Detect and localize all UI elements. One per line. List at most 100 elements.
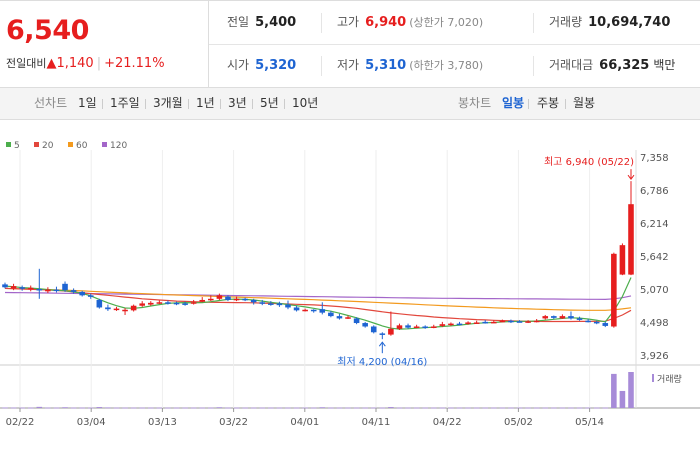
prev-close: 전일 5,400 xyxy=(227,1,296,44)
volume-bar xyxy=(491,407,497,409)
y-tick-label: 5,070 xyxy=(640,285,669,296)
y-tick-label: 3,926 xyxy=(640,351,669,362)
candle-body xyxy=(208,298,214,301)
x-tick-label: 03/13 xyxy=(148,417,177,428)
volume-bar xyxy=(268,407,274,409)
candle-body xyxy=(53,289,60,292)
candle-body xyxy=(87,295,94,297)
candle-weekly-button[interactable]: 주봉 xyxy=(537,96,560,110)
volume-bar xyxy=(508,407,514,409)
info-row-2: 시가 5,320 저가 5,310 (하한가 3,780) 거래대금 66,325 백만 xyxy=(209,44,700,87)
ma-line-ma120 xyxy=(4,291,632,301)
candle-body xyxy=(156,302,163,304)
low-arrow-head xyxy=(378,341,386,347)
candle-chart-label: 봉차트 xyxy=(458,96,492,110)
volume-bars: 거래량 xyxy=(2,372,682,409)
volume-bar xyxy=(439,407,446,409)
candle-body xyxy=(96,299,103,308)
y-tick-label: 6,214 xyxy=(640,219,669,230)
candle-body xyxy=(473,322,480,324)
volume-bar xyxy=(79,407,85,409)
candle-body xyxy=(45,289,51,292)
candle-body xyxy=(585,320,591,323)
candle-body xyxy=(319,309,326,313)
volume-bar xyxy=(36,406,43,408)
candle-body xyxy=(336,316,343,319)
volume-bar xyxy=(559,407,566,409)
candle-monthly-button[interactable]: 월봉 xyxy=(573,96,596,110)
volume-bar xyxy=(542,407,549,409)
amount-value: 66,325 xyxy=(599,58,650,73)
period-5y-button[interactable]: 5년 xyxy=(260,96,279,110)
x-axis-labels: 02/22 03/04 03/13 03/22 04/01 04/11 04/22 05/02… xyxy=(6,408,604,428)
candle-body xyxy=(551,316,557,318)
volume-bar xyxy=(611,373,617,408)
x-tick-label: 04/22 xyxy=(433,417,462,428)
lower-limit: (하한가 3,780) xyxy=(409,59,484,72)
volume-bar xyxy=(345,407,351,409)
volume-bar xyxy=(388,407,394,408)
candle-body xyxy=(379,333,386,335)
volume-bar xyxy=(173,407,180,409)
volume-bar xyxy=(585,407,591,409)
volume-bar xyxy=(525,407,531,409)
volume-label: 거래량 xyxy=(657,373,682,385)
volume-bar xyxy=(62,407,68,409)
volume-bar xyxy=(413,407,420,409)
volume-bar xyxy=(448,407,454,409)
period-1d-button[interactable]: 1일 xyxy=(78,96,97,110)
candle-body xyxy=(173,302,180,305)
candle-body xyxy=(388,328,394,335)
volume-bar xyxy=(619,390,626,408)
candle-body xyxy=(79,291,85,296)
line-chart-label: 선차트 xyxy=(34,96,68,110)
candle-body xyxy=(122,309,128,312)
volume: 거래량 10,694,740 xyxy=(549,1,670,44)
high-arrow-head xyxy=(627,174,635,180)
period-1y-button[interactable]: 1년 xyxy=(196,96,215,110)
volume-bar xyxy=(293,407,300,409)
legend-label: 5 xyxy=(14,141,20,151)
candle-body xyxy=(199,299,206,302)
volume-bar xyxy=(628,372,634,408)
divider xyxy=(565,99,566,109)
candle-body xyxy=(491,321,497,324)
low-annotation: 최저 4,200 (04/16) xyxy=(337,356,427,368)
volume-bar xyxy=(405,407,411,409)
y-axis-labels: 7,358 6,786 6,214 5,642 5,070 4,498 3,926 xyxy=(640,153,669,362)
up-arrow-icon: ▲ xyxy=(46,56,57,71)
candle-body xyxy=(602,323,609,326)
volume-bar xyxy=(422,407,428,409)
volume-bar xyxy=(379,407,386,409)
chart-toolbar: 선차트 1일 1주일 3개월 1년 3년 5년 10년 봉차트 일봉 주봉 월봉 xyxy=(0,88,700,120)
candle-body xyxy=(456,323,463,326)
candle-body xyxy=(36,289,43,291)
candle-body xyxy=(370,326,377,333)
volume-bar xyxy=(2,407,8,409)
candle-body xyxy=(268,303,274,305)
trading-amount: 거래대금 66,325 백만 xyxy=(549,44,681,87)
period-3m-button[interactable]: 3개월 xyxy=(153,96,183,110)
candle-body xyxy=(576,318,583,320)
price-change: 전일대비▲1,140 | +21.11% xyxy=(6,55,165,71)
candle-daily-button[interactable]: 일봉 xyxy=(502,96,525,110)
upper-limit: (상한가 7,020) xyxy=(409,16,484,29)
volume-bar xyxy=(242,407,248,409)
divider xyxy=(321,56,322,76)
candle-body xyxy=(147,302,154,305)
period-1w-button[interactable]: 1주일 xyxy=(110,96,140,110)
candle-body xyxy=(139,303,145,306)
volume-bar xyxy=(285,407,291,409)
volume-bar xyxy=(259,407,266,409)
candle-body xyxy=(233,298,240,301)
x-tick-label: 03/04 xyxy=(77,417,106,428)
low-value: 5,310 xyxy=(365,58,407,73)
candle-body xyxy=(62,283,68,291)
candle-body xyxy=(559,316,566,319)
period-10y-button[interactable]: 10년 xyxy=(292,96,319,110)
legend-swatch xyxy=(68,142,73,147)
info-row-1: 전일 5,400 고가 6,940 (상한가 7,020) 거래량 10,694,740 xyxy=(209,1,700,45)
amount-unit: 백만 xyxy=(653,58,676,72)
high-price: 고가 6,940 (상한가 7,020) xyxy=(337,1,483,44)
period-3y-button[interactable]: 3년 xyxy=(228,96,247,110)
